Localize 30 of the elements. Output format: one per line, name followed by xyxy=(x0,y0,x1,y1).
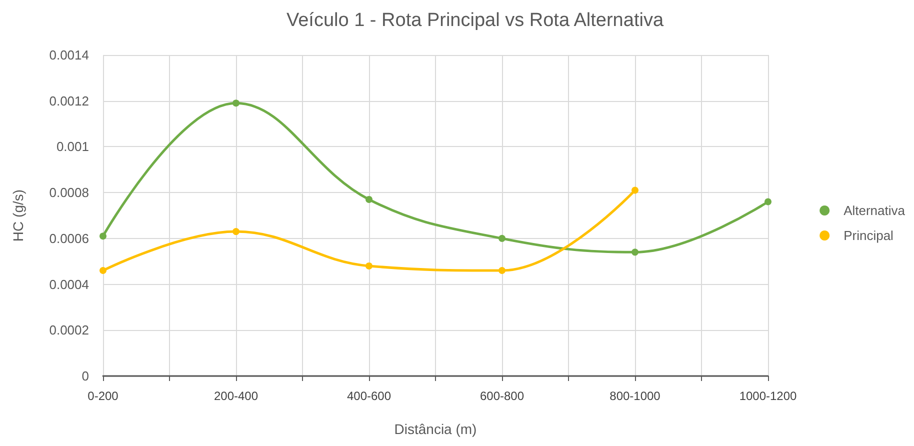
y-tick-label: 0 xyxy=(82,368,89,384)
x-axis-title: Distância (m) xyxy=(394,421,477,437)
y-tick-label: 0.0006 xyxy=(49,230,89,246)
y-tick-label: 0.0014 xyxy=(49,48,89,62)
point xyxy=(632,186,638,194)
y-tick-label: 0.0008 xyxy=(49,185,89,200)
point xyxy=(764,198,772,206)
y-tick-label: 0.0012 xyxy=(49,93,89,108)
point xyxy=(232,100,240,107)
point xyxy=(100,232,106,240)
point xyxy=(232,228,240,236)
x-tick-label: 1000-1200 xyxy=(739,389,798,403)
y-tick-label: 0.0002 xyxy=(49,322,89,338)
x-tick-label: 0-200 xyxy=(88,389,119,403)
legend-label: Alternativa xyxy=(844,203,906,218)
chart-title: Veículo 1 - Rota Principal vs Rota Alternativa xyxy=(286,10,664,31)
x-tick-label: 400-600 xyxy=(346,389,392,403)
x-tick-label: 800-1000 xyxy=(610,389,661,403)
y-axis-title: HC (g/s) xyxy=(10,189,26,242)
x-tick-label: 600-800 xyxy=(480,389,524,403)
x-tick-label: 200-400 xyxy=(214,389,258,403)
point xyxy=(100,267,106,274)
y-tick-label: 0.001 xyxy=(56,139,89,154)
point xyxy=(498,234,506,242)
y-tick-label: 0.0004 xyxy=(49,276,89,292)
point xyxy=(366,262,372,270)
legend-label: Principal xyxy=(844,228,894,243)
point xyxy=(366,196,372,203)
point xyxy=(632,248,638,256)
point xyxy=(498,267,506,274)
